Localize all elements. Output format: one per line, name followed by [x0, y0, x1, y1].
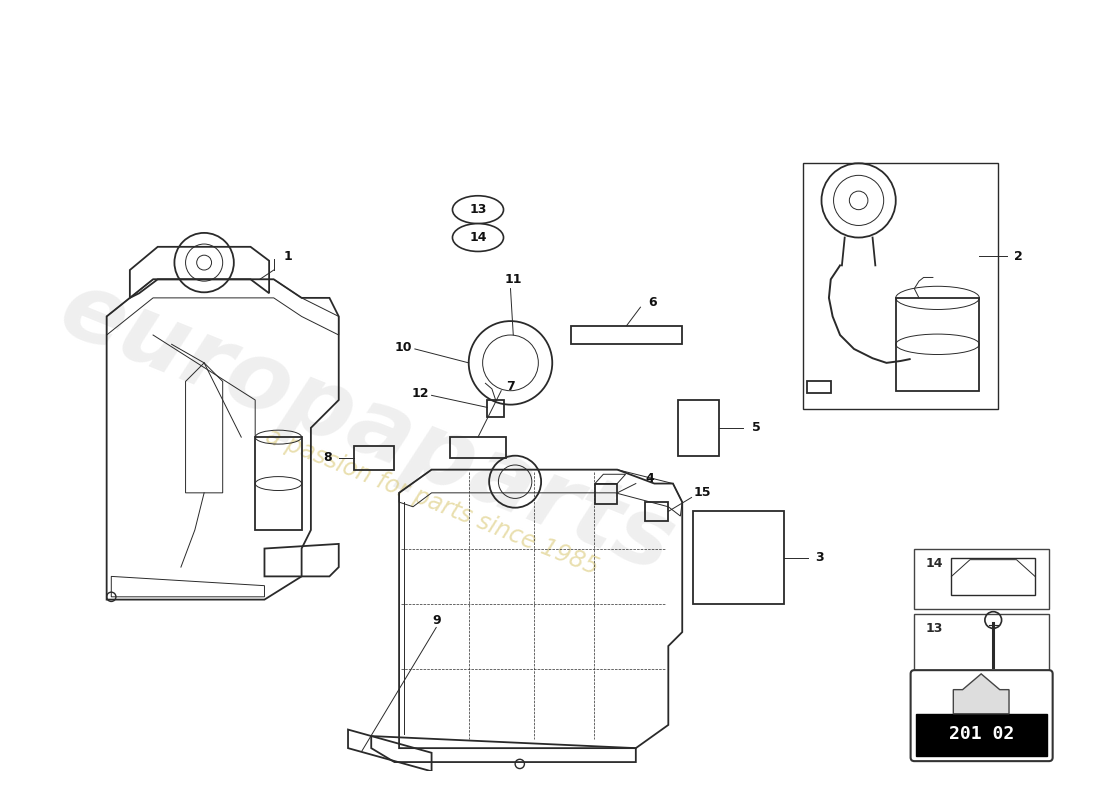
Text: 14: 14 [470, 231, 486, 244]
Text: 14: 14 [925, 557, 943, 570]
Ellipse shape [452, 224, 504, 251]
Polygon shape [916, 714, 1047, 755]
Text: 6: 6 [648, 296, 657, 309]
Polygon shape [954, 690, 962, 714]
Text: europaparts: europaparts [46, 262, 686, 593]
FancyBboxPatch shape [911, 670, 1053, 761]
Text: 15: 15 [694, 486, 712, 499]
Polygon shape [954, 674, 1009, 714]
Text: 10: 10 [395, 341, 412, 354]
Text: 11: 11 [505, 273, 522, 286]
Text: 12: 12 [411, 387, 429, 400]
Text: 4: 4 [646, 473, 654, 486]
Text: 7: 7 [506, 379, 515, 393]
Text: 1: 1 [284, 250, 293, 262]
Text: 8: 8 [323, 451, 332, 464]
Text: 13: 13 [925, 622, 943, 635]
Text: 9: 9 [432, 614, 440, 626]
Text: a passion for parts since 1985: a passion for parts since 1985 [262, 424, 602, 580]
Text: 2: 2 [1014, 250, 1023, 262]
Text: 5: 5 [752, 422, 761, 434]
Ellipse shape [452, 196, 504, 224]
Text: 13: 13 [470, 203, 486, 216]
Text: 201 02: 201 02 [948, 726, 1014, 743]
Text: 3: 3 [815, 551, 824, 564]
